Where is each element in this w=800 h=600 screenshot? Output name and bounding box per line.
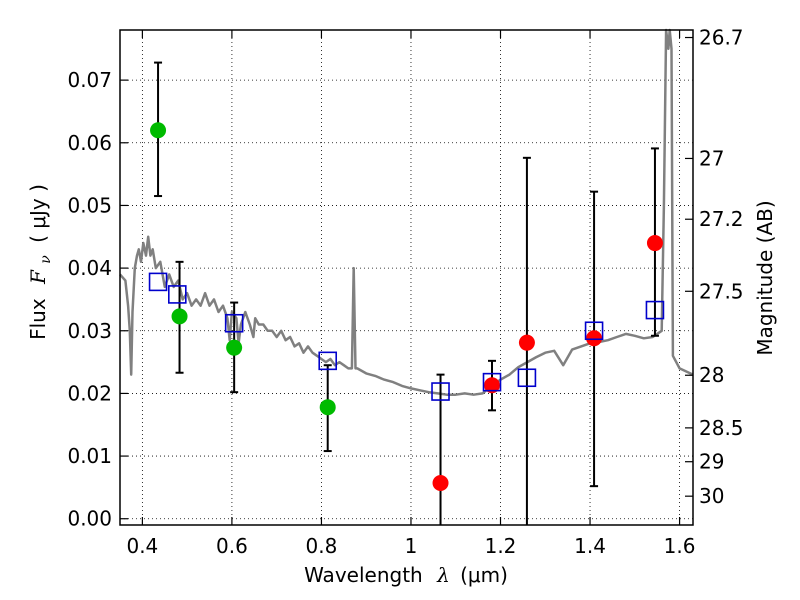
grid-lines <box>120 30 693 525</box>
data-point-circle <box>150 122 167 139</box>
model-spectrum-line <box>119 28 694 396</box>
data-point-circle <box>586 330 603 347</box>
marker-layer <box>148 122 665 492</box>
y2-tick-label: 29 <box>699 450 724 474</box>
errorbar-layer <box>154 61 659 525</box>
model-point-square <box>431 382 450 401</box>
y-tick-label: 0.04 <box>67 256 112 280</box>
y2-tick-label: 28.5 <box>699 416 744 440</box>
data-point-circle <box>646 235 663 252</box>
data-point-circle <box>171 308 188 325</box>
y-tick-label: 0.02 <box>67 381 112 405</box>
data-point-circle <box>484 377 501 394</box>
model-point-square <box>148 272 168 292</box>
x-tick-labels: 0.4 0.6 0.8 1 1.2 1.4 1.6 <box>126 534 695 558</box>
y2-tick-label: 28 <box>699 363 724 387</box>
y-tick-label: 0.07 <box>67 68 112 92</box>
x-tick-label: 1.6 <box>664 534 696 558</box>
model-point-square <box>517 368 537 388</box>
y-tick-label: 0.05 <box>67 193 112 217</box>
data-point-circle <box>432 475 449 492</box>
x-tick-label: 1.4 <box>574 534 606 558</box>
model-point-square <box>168 285 187 304</box>
x-tick-label: 1 <box>405 534 418 558</box>
y-tick-label: 0.06 <box>67 131 112 155</box>
x-tick-label: 1.2 <box>485 534 517 558</box>
y-axis-label: Flux F ν ( μJy ) <box>26 184 55 340</box>
plot-frame <box>119 29 694 526</box>
data-point-circle <box>518 334 535 351</box>
model-point-square <box>224 313 244 333</box>
model-point-square <box>482 372 502 392</box>
y-tick-labels: 0.00 0.01 0.02 0.03 0.04 0.05 0.06 0.07 <box>67 68 112 531</box>
y-tick-label: 0.00 <box>67 507 112 531</box>
model-spectrum-layer <box>119 28 694 396</box>
y2-tick-label: 26.7 <box>699 26 744 50</box>
x-tick-label: 0.8 <box>306 534 338 558</box>
y-tick-label: 0.01 <box>67 444 112 468</box>
y2-axis-label: Magnitude (AB) <box>753 200 777 355</box>
model-point-square <box>318 351 338 371</box>
axis-ticks <box>120 30 693 525</box>
data-point-circle <box>319 399 336 416</box>
y2-tick-label: 30 <box>699 484 724 508</box>
y-tick-label: 0.03 <box>67 319 112 343</box>
y2-tick-label: 27.5 <box>699 279 744 303</box>
model-point-square <box>584 321 604 341</box>
y2-tick-labels: 26.7 27 27.2 27.5 28 28.5 29 30 <box>699 26 744 509</box>
y2-tick-label: 27.2 <box>699 207 744 231</box>
model-point-square <box>645 300 665 320</box>
x-tick-label: 0.6 <box>216 534 248 558</box>
data-point-circle <box>226 339 243 356</box>
y2-tick-label: 27 <box>699 146 724 170</box>
x-tick-label: 0.4 <box>126 534 158 558</box>
x-axis-label: Wavelength λ (μm) <box>304 563 508 587</box>
